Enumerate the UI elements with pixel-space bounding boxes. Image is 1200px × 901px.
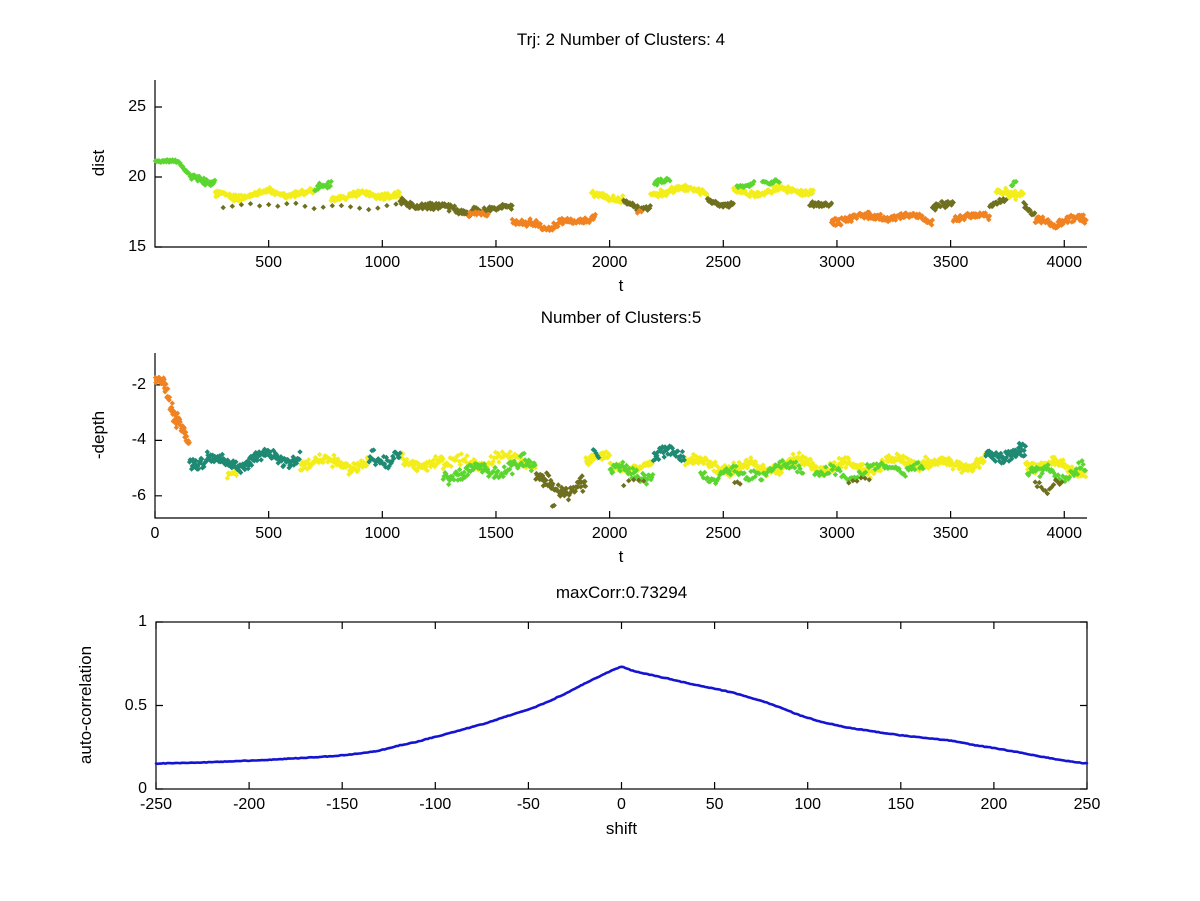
- x-tick-label: 2000: [591, 254, 628, 271]
- cluster-olive-points: [533, 470, 1065, 509]
- y-tick-label: 15: [128, 238, 146, 255]
- subplot2-title: Number of Clusters:5: [540, 308, 702, 327]
- x-tick-label: 4000: [1046, 525, 1083, 542]
- cluster-orange-points: [152, 374, 192, 446]
- x-tick-label: 2500: [705, 525, 742, 542]
- x-tick-label: 500: [255, 254, 283, 271]
- y-tick-label: -6: [131, 486, 146, 504]
- autocorrelation-curve: [154, 665, 1089, 766]
- y-tick-label: -2: [131, 375, 146, 393]
- subplot1-xlabel: t: [618, 276, 624, 295]
- x-tick-label: 2000: [591, 525, 628, 542]
- x-tick-label: -250: [139, 796, 173, 813]
- x-tick-label: -150: [326, 796, 359, 813]
- cluster-yellow-points: [212, 182, 1027, 206]
- x-tick-label: 1500: [478, 254, 514, 271]
- x-tick-label: 1000: [364, 525, 401, 542]
- x-tick-label: 3000: [819, 525, 855, 542]
- x-tick-label: 50: [705, 796, 724, 813]
- cluster-yellow-points: [224, 449, 1089, 481]
- y-tick-label: 25: [128, 98, 146, 116]
- x-tick-label: 200: [980, 796, 1008, 813]
- subplot-3-axes: [154, 621, 1089, 790]
- x-tick-label: 1500: [478, 525, 514, 542]
- subplot2-ylabel: -depth: [89, 410, 108, 460]
- y-tick-label: -4: [131, 431, 146, 449]
- subplot3-xlabel: shift: [605, 819, 638, 838]
- x-tick-label: 3500: [932, 254, 969, 271]
- axes-lines: [154, 80, 1087, 248]
- x-tick-label: 3500: [932, 525, 969, 542]
- x-tick-label: 2500: [705, 254, 742, 271]
- x-tick-label: -50: [516, 796, 540, 813]
- x-tick-label: 0: [150, 525, 160, 542]
- cluster-green-points: [152, 157, 1019, 194]
- y-tick-label: 0: [138, 780, 147, 797]
- subplot2-xlabel: t: [618, 547, 624, 566]
- x-tick-label: 100: [794, 796, 822, 813]
- subplot-2-axes: [152, 353, 1089, 519]
- tick-marks: [155, 621, 1088, 790]
- cluster-green-points: [440, 450, 1089, 488]
- x-tick-label: 0: [617, 796, 626, 813]
- subplot1-ylabel: dist: [89, 149, 108, 177]
- x-tick-label: -100: [419, 796, 452, 813]
- y-tick-label: 1: [138, 613, 147, 630]
- x-tick-label: 250: [1073, 796, 1101, 813]
- x-tick-label: 150: [887, 796, 915, 813]
- subplot3-title: maxCorr:0.73294: [555, 583, 688, 602]
- x-tick-label: 1000: [364, 254, 401, 271]
- subplot3-ylabel: auto-correlation: [76, 645, 95, 765]
- axes-box: [155, 621, 1088, 790]
- x-tick-label: 4000: [1046, 254, 1083, 271]
- tick-marks: [154, 384, 1065, 518]
- subplot1-title: Trj: 2 Number of Clusters: 4: [516, 30, 726, 49]
- y-tick-label: 20: [128, 168, 146, 185]
- x-tick-label: -200: [233, 796, 266, 813]
- axes-lines: [154, 353, 1087, 519]
- y-tick-label: 0.5: [124, 696, 147, 714]
- cluster-orange-points: [466, 207, 1089, 234]
- subplot-1-axes: [152, 80, 1089, 248]
- x-tick-label: 3000: [819, 254, 855, 271]
- x-tick-label: 500: [255, 525, 283, 542]
- tick-marks: [155, 106, 1065, 248]
